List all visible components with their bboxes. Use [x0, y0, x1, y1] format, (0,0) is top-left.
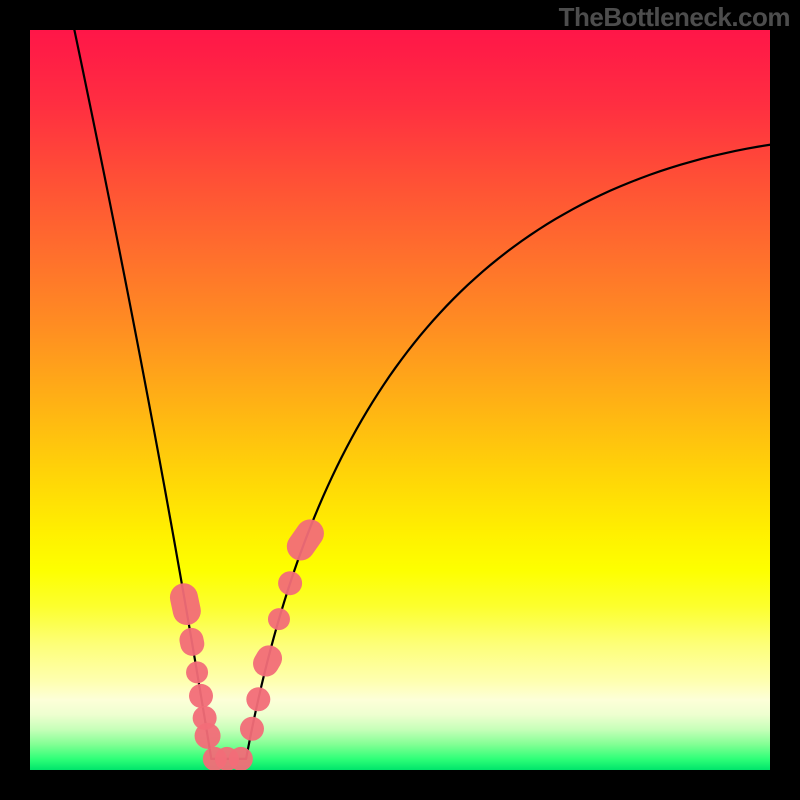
- data-marker: [189, 684, 213, 708]
- data-marker: [278, 571, 302, 595]
- data-marker: [229, 747, 253, 770]
- data-marker: [195, 723, 221, 749]
- chart-outer-frame: TheBottleneck.com: [0, 0, 800, 800]
- data-marker: [240, 717, 264, 741]
- watermark-text: TheBottleneck.com: [559, 2, 790, 33]
- bottleneck-chart: [30, 30, 770, 770]
- data-marker: [186, 661, 208, 683]
- data-marker: [268, 608, 290, 630]
- gradient-background: [30, 30, 770, 770]
- data-marker: [246, 687, 270, 711]
